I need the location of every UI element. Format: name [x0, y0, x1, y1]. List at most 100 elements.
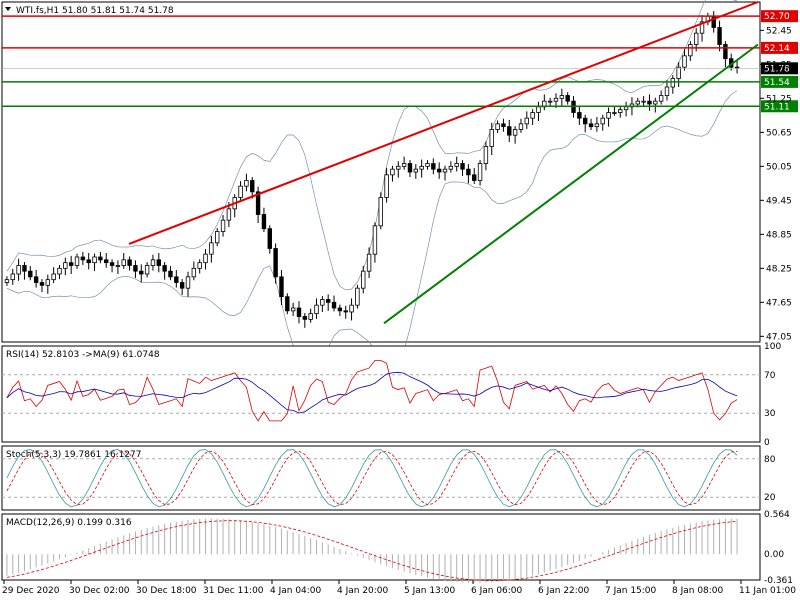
candle-body — [553, 97, 559, 102]
stoch-panel[interactable] — [1, 445, 761, 511]
candle-body — [635, 100, 640, 105]
candle-body — [407, 163, 413, 173]
candle-body — [483, 146, 489, 164]
time-tick-label: 30 Dec 18:00 — [136, 586, 197, 596]
price-axis: 52.45 51.85 51.25 50.65 50.05 49.45 48.85 48.25… — [760, 26, 792, 342]
macd-bars — [6, 518, 738, 583]
candle-body — [22, 265, 27, 272]
candle-body — [28, 270, 33, 278]
candle-body — [378, 197, 383, 227]
stoch-title: Stoch(5,3,3) 19.7861 16.1277 — [6, 450, 141, 460]
rsi-tick-label: 0 — [764, 438, 770, 448]
candle-body — [442, 168, 448, 173]
current-price-label: 51.78 — [764, 64, 790, 74]
trendline — [383, 43, 759, 325]
price-tick-label: 48.85 — [766, 230, 792, 240]
candle-body — [390, 168, 395, 176]
candle-body — [448, 165, 454, 170]
candle-body — [197, 262, 202, 269]
candle-body — [314, 304, 319, 315]
candle-body — [693, 32, 699, 45]
candle-body — [121, 259, 126, 266]
candle-body — [413, 168, 419, 173]
level-badge — [761, 75, 798, 88]
time-tick-label: 6 Jan 22:00 — [538, 586, 590, 596]
candle-body — [565, 95, 570, 102]
candle-body — [285, 296, 290, 312]
price-panel[interactable] — [1, 1, 761, 343]
price-title: WTI.fs,H1 51.80 51.81 51.74 51.78 — [16, 6, 174, 16]
candle-body — [220, 219, 226, 232]
dropdown-triangle-icon[interactable] — [5, 7, 11, 11]
candle-body — [57, 267, 62, 275]
candle-body — [63, 262, 68, 269]
price-tick-label: 51.85 — [766, 60, 792, 70]
rsi-line — [6, 360, 738, 422]
candle-body — [16, 265, 21, 275]
candle-body — [331, 301, 337, 309]
candle-body — [296, 307, 302, 317]
stoch-axis: 80 20 — [764, 455, 776, 503]
level-label: 51.54 — [764, 78, 790, 88]
candle-body — [547, 100, 553, 103]
candle-body — [641, 100, 646, 103]
candle-body — [74, 256, 80, 266]
candle-body — [594, 123, 600, 128]
candle-body — [92, 256, 97, 264]
level-label: 52.14 — [764, 44, 790, 54]
horizontal-levels[interactable]: 52.70 52.14 51.54 51.11 51.78 — [2, 10, 798, 113]
trendline — [128, 1, 759, 245]
candle-body — [150, 259, 156, 266]
candle-body — [612, 112, 617, 114]
candle-body — [717, 27, 722, 45]
candle-body — [583, 117, 588, 125]
rsi-tick-label: 70 — [764, 371, 776, 381]
time-tick-label: 31 Dec 11:00 — [203, 586, 264, 596]
candle-body — [664, 86, 670, 96]
candle-body — [302, 316, 308, 320]
candle-body — [191, 267, 197, 278]
stoch-tick-label: 20 — [764, 493, 776, 503]
candle-body — [472, 174, 477, 181]
candle-body — [86, 259, 91, 264]
candle-body — [699, 21, 705, 34]
candle-body — [320, 299, 325, 306]
candle-body — [325, 299, 331, 303]
price-tick-label: 48.25 — [766, 264, 792, 274]
candle-body — [337, 307, 343, 312]
stoch-lines — [2, 448, 760, 508]
candle-body — [670, 78, 676, 88]
time-tick-label: 8 Jan 08:00 — [672, 586, 724, 596]
candle-body — [174, 276, 179, 283]
trendlines[interactable] — [128, 1, 759, 325]
candle-body — [653, 100, 658, 105]
candle-body — [454, 163, 459, 167]
candle-body — [343, 310, 348, 313]
rsi-ma-line — [6, 371, 738, 414]
candle-body — [244, 180, 249, 187]
time-tick-label: 30 Dec 02:00 — [69, 586, 130, 596]
candle-body — [355, 287, 360, 306]
candle-body — [349, 304, 354, 313]
price-tick-label: 52.45 — [766, 26, 792, 36]
candle-body — [261, 214, 267, 230]
candle-body — [133, 265, 138, 272]
macd-tick-label: 0.00 — [764, 550, 784, 560]
candle-body — [308, 313, 313, 320]
candle-body — [518, 123, 524, 130]
candle-body — [51, 273, 56, 281]
candle-body — [203, 253, 208, 264]
rsi-panel[interactable] — [1, 345, 761, 443]
candle-body — [4, 279, 10, 283]
candle-body — [115, 265, 121, 267]
candle-body — [10, 273, 15, 281]
candle-body — [290, 307, 296, 312]
candle-body — [238, 185, 243, 198]
level-badge — [761, 10, 798, 23]
candle-body — [144, 265, 150, 275]
candle-body — [226, 208, 232, 221]
candle-body — [501, 123, 506, 128]
macd-title: MACD(12,26,9) 0.199 0.316 — [6, 518, 132, 528]
candle-body — [215, 231, 220, 244]
